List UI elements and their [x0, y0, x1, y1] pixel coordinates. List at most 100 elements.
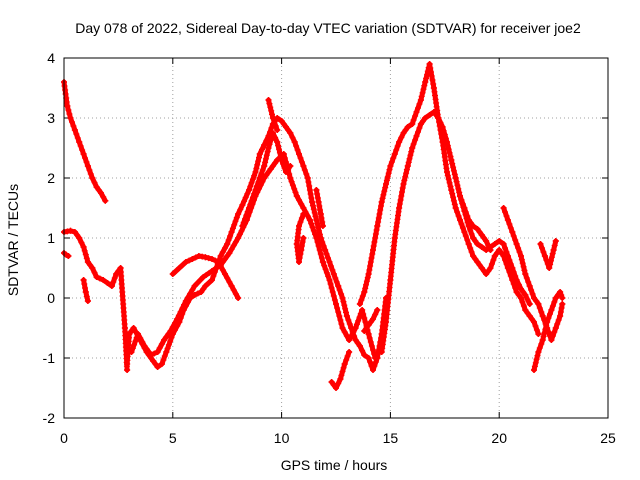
data-point	[383, 181, 389, 187]
data-point	[226, 250, 233, 256]
data-point	[526, 301, 533, 307]
data-point	[261, 163, 268, 169]
data-point	[89, 265, 96, 271]
data-point	[548, 337, 555, 343]
data-point	[169, 271, 176, 277]
data-point	[404, 163, 411, 169]
data-point	[535, 331, 542, 337]
data-point	[239, 202, 246, 208]
data-point	[100, 277, 107, 283]
data-point	[359, 307, 366, 313]
data-point	[148, 352, 154, 358]
data-point	[317, 211, 324, 217]
data-point	[513, 241, 520, 247]
data-point	[356, 301, 363, 307]
data-point	[470, 235, 477, 241]
data-point	[269, 115, 276, 121]
data-point	[67, 115, 74, 121]
y-axis-label: SDTVAR / TECUs	[5, 184, 21, 296]
series-track-12	[328, 349, 353, 391]
series-track-8	[239, 130, 294, 229]
data-point	[224, 241, 231, 247]
data-point	[256, 151, 263, 157]
data-series	[61, 61, 566, 391]
data-point	[404, 124, 411, 130]
data-point	[557, 313, 564, 319]
data-point	[313, 187, 320, 193]
data-point	[298, 247, 305, 253]
data-point	[191, 292, 198, 298]
y-tick-label: 1	[47, 230, 55, 246]
data-point	[417, 97, 424, 103]
data-point	[215, 259, 222, 265]
data-point	[296, 259, 302, 265]
data-point	[559, 301, 566, 307]
data-point	[426, 61, 433, 67]
data-point	[65, 253, 72, 259]
data-point	[346, 349, 353, 355]
data-point	[300, 235, 307, 241]
data-point	[559, 295, 566, 301]
data-point	[200, 274, 207, 280]
data-point	[80, 151, 87, 157]
data-point	[296, 223, 302, 229]
data-point	[306, 217, 313, 223]
data-point	[356, 343, 363, 349]
data-point	[513, 277, 520, 283]
data-point	[300, 163, 307, 169]
data-point	[552, 295, 559, 301]
data-point	[198, 289, 205, 295]
axis-ticks	[63, 57, 609, 419]
data-point	[319, 259, 326, 265]
series-track-9	[265, 97, 281, 133]
data-point	[315, 199, 322, 205]
data-point	[365, 322, 372, 328]
x-tick-label: 20	[491, 430, 507, 446]
data-point	[552, 325, 559, 331]
y-tick-label: -1	[43, 350, 56, 366]
data-point	[343, 313, 350, 319]
data-point	[222, 271, 228, 277]
data-point	[209, 277, 215, 283]
series-track-15	[457, 193, 494, 253]
series-track-10	[293, 211, 307, 265]
data-point	[293, 241, 300, 247]
data-point	[413, 133, 420, 139]
data-point	[531, 367, 537, 373]
data-point	[518, 286, 524, 292]
series-track-16	[500, 205, 566, 343]
data-point	[239, 223, 246, 229]
data-point	[235, 295, 242, 301]
data-point	[370, 316, 376, 322]
data-point	[191, 283, 198, 289]
data-point	[378, 199, 385, 205]
data-point	[71, 127, 78, 133]
data-point	[126, 331, 133, 337]
data-point	[252, 187, 259, 193]
data-point	[544, 319, 551, 325]
data-point	[313, 235, 320, 241]
data-point	[378, 349, 385, 355]
data-point	[167, 328, 174, 334]
data-point	[457, 217, 463, 223]
data-point	[352, 337, 359, 343]
data-point	[333, 385, 339, 391]
data-point	[361, 289, 368, 295]
data-point	[269, 130, 276, 136]
plot-frame	[63, 57, 609, 419]
data-point	[552, 238, 559, 244]
x-tick-label: 25	[600, 430, 616, 446]
data-point	[526, 283, 533, 289]
data-point	[246, 187, 252, 193]
data-point	[518, 253, 524, 259]
data-point	[435, 115, 442, 121]
data-point	[396, 139, 403, 145]
data-point	[265, 145, 272, 151]
y-tick-labels: -2 -1 0 1 2 3 4	[43, 50, 56, 426]
series-track-11	[313, 187, 326, 229]
x-tick-label: 5	[169, 430, 177, 446]
data-point	[461, 229, 468, 235]
data-point	[217, 253, 224, 259]
data-point	[500, 205, 507, 211]
